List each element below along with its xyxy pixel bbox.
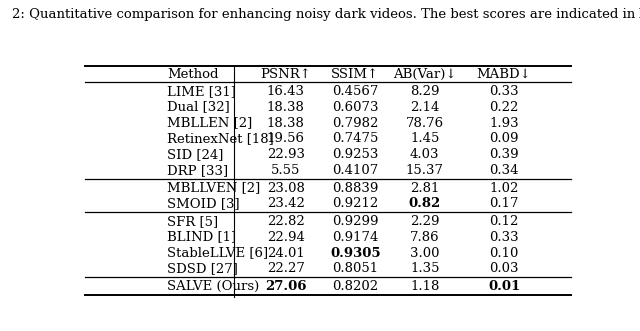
Text: 0.4107: 0.4107 bbox=[332, 164, 378, 177]
Text: 22.94: 22.94 bbox=[267, 231, 305, 244]
Text: SMOID [3]: SMOID [3] bbox=[167, 198, 239, 211]
Text: SID [24]: SID [24] bbox=[167, 148, 223, 162]
Text: 1.35: 1.35 bbox=[410, 262, 440, 275]
Text: MABD↓: MABD↓ bbox=[477, 68, 531, 81]
Text: SDSD [27]: SDSD [27] bbox=[167, 262, 237, 275]
Text: 0.9212: 0.9212 bbox=[332, 198, 378, 211]
Text: 15.37: 15.37 bbox=[406, 164, 444, 177]
Text: 16.43: 16.43 bbox=[267, 85, 305, 98]
Text: 0.7475: 0.7475 bbox=[332, 132, 378, 145]
Text: AB(Var)↓: AB(Var)↓ bbox=[393, 68, 456, 81]
Text: DRP [33]: DRP [33] bbox=[167, 164, 228, 177]
Text: bold.: bold. bbox=[639, 8, 640, 21]
Text: 0.82: 0.82 bbox=[408, 198, 441, 211]
Text: BLIND [1]: BLIND [1] bbox=[167, 231, 236, 244]
Text: 0.22: 0.22 bbox=[490, 101, 519, 114]
Text: MBLLEN [2]: MBLLEN [2] bbox=[167, 117, 252, 129]
Text: 0.8202: 0.8202 bbox=[332, 280, 378, 293]
Text: 0.10: 0.10 bbox=[490, 247, 519, 260]
Text: 8.29: 8.29 bbox=[410, 85, 440, 98]
Text: 0.33: 0.33 bbox=[489, 231, 519, 244]
Text: 23.42: 23.42 bbox=[267, 198, 305, 211]
Text: 7.86: 7.86 bbox=[410, 231, 440, 244]
Text: 0.9174: 0.9174 bbox=[332, 231, 378, 244]
Text: 2.81: 2.81 bbox=[410, 181, 440, 195]
Text: 0.09: 0.09 bbox=[490, 132, 519, 145]
Text: 78.76: 78.76 bbox=[406, 117, 444, 129]
Text: 18.38: 18.38 bbox=[267, 101, 305, 114]
Text: RetinexNet [18]: RetinexNet [18] bbox=[167, 132, 273, 145]
Text: 0.12: 0.12 bbox=[490, 215, 519, 228]
Text: MBLLVEN [2]: MBLLVEN [2] bbox=[167, 181, 260, 195]
Text: Dual [32]: Dual [32] bbox=[167, 101, 230, 114]
Text: 0.6073: 0.6073 bbox=[332, 101, 378, 114]
Text: 0.9299: 0.9299 bbox=[332, 215, 378, 228]
Text: 0.39: 0.39 bbox=[489, 148, 519, 162]
Text: 3.00: 3.00 bbox=[410, 247, 440, 260]
Text: 24.01: 24.01 bbox=[267, 247, 305, 260]
Text: 0.9253: 0.9253 bbox=[332, 148, 378, 162]
Text: PSNR↑: PSNR↑ bbox=[260, 68, 311, 81]
Text: 1.02: 1.02 bbox=[490, 181, 519, 195]
Text: 0.7982: 0.7982 bbox=[332, 117, 378, 129]
Text: 0.03: 0.03 bbox=[490, 262, 519, 275]
Text: 0.17: 0.17 bbox=[490, 198, 519, 211]
Text: 0.8051: 0.8051 bbox=[332, 262, 378, 275]
Text: 1.93: 1.93 bbox=[489, 117, 519, 129]
Text: 0.4567: 0.4567 bbox=[332, 85, 378, 98]
Text: SSIM↑: SSIM↑ bbox=[332, 68, 380, 81]
Text: 0.8839: 0.8839 bbox=[332, 181, 378, 195]
Text: 22.93: 22.93 bbox=[267, 148, 305, 162]
Text: Method: Method bbox=[167, 68, 218, 81]
Text: 0.33: 0.33 bbox=[489, 85, 519, 98]
Text: 22.82: 22.82 bbox=[267, 215, 305, 228]
Text: 18.38: 18.38 bbox=[267, 117, 305, 129]
Text: 2.14: 2.14 bbox=[410, 101, 440, 114]
Text: 22.27: 22.27 bbox=[267, 262, 305, 275]
Text: LIME [31]: LIME [31] bbox=[167, 85, 236, 98]
Text: SFR [5]: SFR [5] bbox=[167, 215, 218, 228]
Text: 23.08: 23.08 bbox=[267, 181, 305, 195]
Text: 0.01: 0.01 bbox=[488, 280, 520, 293]
Text: 0.9305: 0.9305 bbox=[330, 247, 381, 260]
Text: 1.18: 1.18 bbox=[410, 280, 440, 293]
Text: 4.03: 4.03 bbox=[410, 148, 440, 162]
Text: 2: Quantitative comparison for enhancing noisy dark videos. The best scores are : 2: Quantitative comparison for enhancing… bbox=[12, 8, 639, 21]
Text: 27.06: 27.06 bbox=[265, 280, 307, 293]
Text: 19.56: 19.56 bbox=[267, 132, 305, 145]
Text: SALVE (Ours): SALVE (Ours) bbox=[167, 280, 259, 293]
Text: 1.45: 1.45 bbox=[410, 132, 440, 145]
Text: 5.55: 5.55 bbox=[271, 164, 301, 177]
Text: 0.34: 0.34 bbox=[490, 164, 519, 177]
Text: 2.29: 2.29 bbox=[410, 215, 440, 228]
Text: StableLLVE [6]: StableLLVE [6] bbox=[167, 247, 268, 260]
